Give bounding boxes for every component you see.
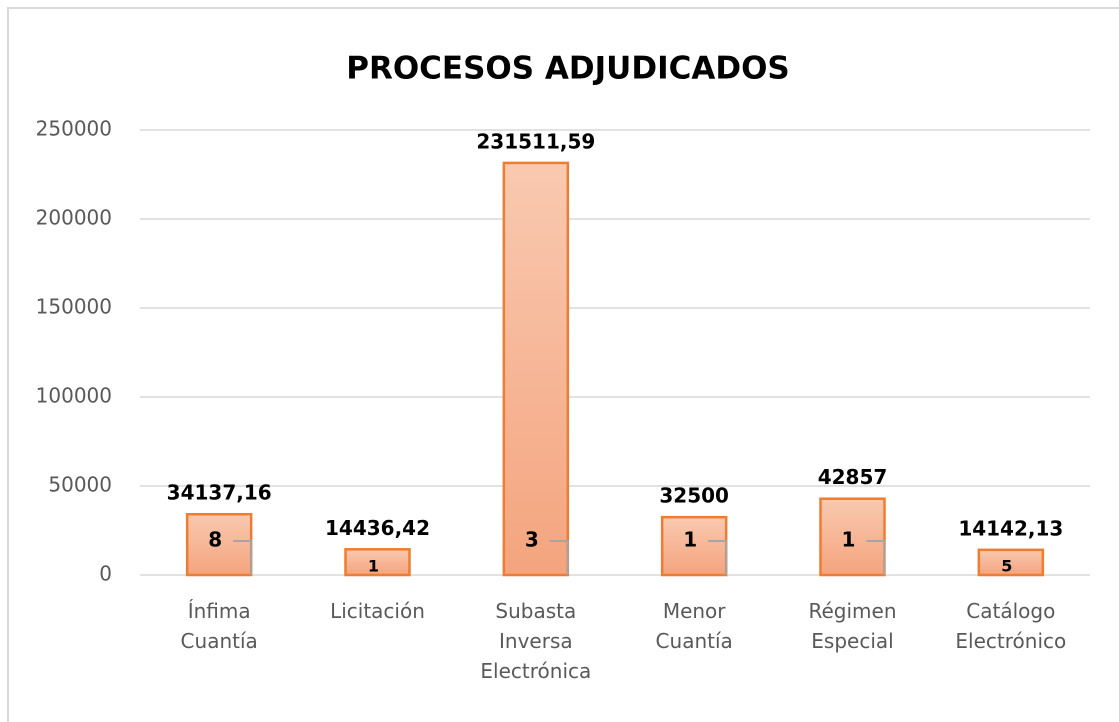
count-label: 8	[208, 528, 222, 552]
leader-line	[233, 540, 253, 575]
bar	[502, 161, 570, 577]
y-tick-label: 200000	[36, 206, 112, 230]
bar	[819, 497, 886, 577]
value-label: 14142,13	[958, 516, 1063, 540]
leader-line	[549, 540, 569, 575]
count-label: 3	[525, 528, 539, 552]
count-label: 5	[1001, 557, 1012, 576]
bar	[977, 548, 1045, 577]
x-tick-label: Catálogo Electrónico	[955, 599, 1066, 653]
chart-title: PROCESOS ADJUDICADOS	[346, 51, 790, 87]
value-label: 32500	[659, 484, 729, 508]
y-tick-label: 50000	[48, 473, 112, 497]
x-tick-label: Régimen Especial	[808, 599, 896, 653]
value-label: 34137,16	[167, 481, 272, 505]
x-tick-label: Menor Cuantía	[656, 599, 733, 653]
x-tick-label: Ínfima Cuantía	[181, 599, 258, 653]
count-label: 1	[368, 557, 379, 576]
value-label: 231511,59	[476, 129, 595, 153]
leader-line	[866, 540, 886, 575]
bar	[660, 515, 728, 577]
y-tick-label: 0	[99, 562, 112, 586]
x-tick-label: Subasta Inversa Electrónica	[480, 599, 591, 683]
y-tick-label: 250000	[36, 117, 112, 141]
count-label: 1	[842, 528, 856, 552]
value-label: 42857	[818, 465, 888, 489]
x-tick-label: Licitación	[330, 599, 425, 623]
bar	[185, 512, 253, 577]
y-tick-label: 100000	[36, 384, 112, 408]
leader-line	[708, 540, 728, 575]
count-label: 1	[683, 528, 697, 552]
value-label: 14436,42	[325, 516, 430, 540]
bar	[344, 548, 411, 577]
y-tick-label: 150000	[36, 295, 112, 319]
